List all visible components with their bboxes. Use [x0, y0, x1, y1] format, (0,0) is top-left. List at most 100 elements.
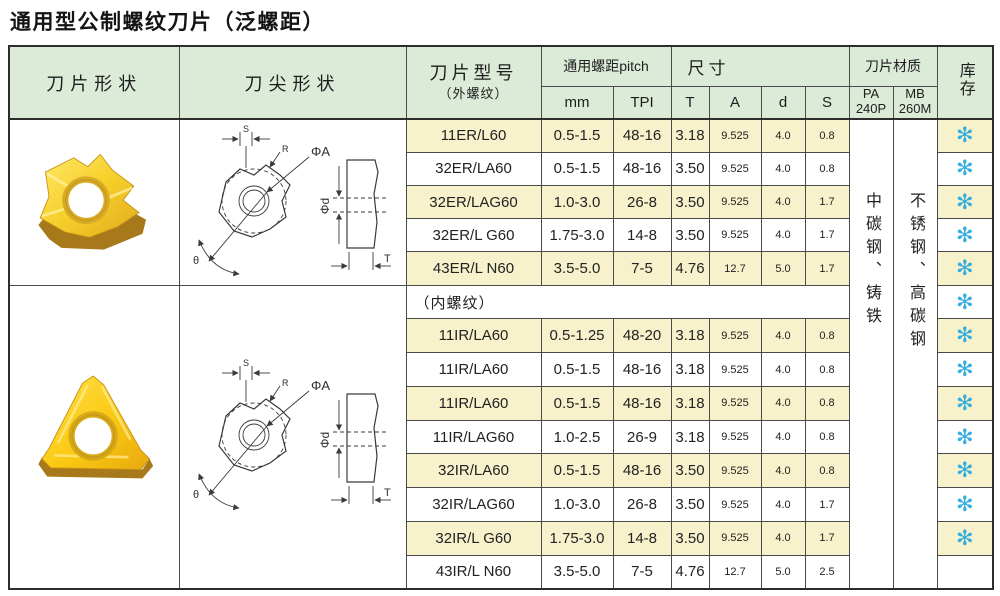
pitch-mm-cell: 3.5-5.0: [540, 554, 614, 590]
table-row: 32IR/LA60 0.5-1.5 48-16 3.50 9.525 4.0 0…: [9, 453, 994, 489]
tip-drawing-external: S R ΦA θ Φd: [180, 120, 405, 284]
dim-s-cell: 0.8: [804, 118, 850, 153]
dim-t-cell: 4.76: [670, 554, 710, 590]
pitch-mm-cell: 0.5-1.5: [540, 385, 614, 421]
dim-label-phi-a: ΦA: [311, 144, 330, 159]
model-cell: 11IR/LAG60: [405, 419, 542, 455]
insert-photo-external-cell: [8, 118, 180, 286]
dim-t-cell: 3.50: [670, 151, 710, 186]
dim-s-cell: 0.8: [804, 385, 850, 421]
pitch-tpi-cell: 48-16: [612, 352, 672, 387]
dim-label-r: R: [282, 144, 289, 154]
dim-s-cell: 1.7: [804, 487, 850, 522]
dim-s-cell: 0.8: [804, 419, 850, 455]
dim-label-s: S: [243, 358, 249, 368]
dim-label-r: R: [282, 378, 289, 388]
dim-t-cell: 3.50: [670, 487, 710, 522]
insert-photo-internal-cell: [8, 284, 180, 590]
dim-d-cell: 5.0: [760, 251, 806, 286]
stock-indicator: ✻: [936, 453, 994, 489]
pitch-mm-cell: 0.5-1.5: [540, 151, 614, 186]
pitch-tpi-cell: 7-5: [612, 554, 672, 590]
model-cell: 43IR/L N60: [405, 554, 542, 590]
header-dim-d: d: [760, 85, 806, 120]
internal-tip-drawing: S R ΦA θ Φd: [193, 358, 391, 510]
stock-indicator: ✻: [936, 118, 994, 153]
dim-label-phi-d: Φd: [318, 432, 332, 448]
model-cell: 32IR/L G60: [405, 520, 542, 556]
header-material-pa: PA 240P: [848, 85, 894, 120]
dim-t-cell: 3.18: [670, 385, 710, 421]
insert-photo-internal: [10, 286, 178, 586]
dim-a-cell: 9.525: [708, 318, 762, 354]
stock-indicator: ✻: [936, 520, 994, 556]
model-cell: 11ER/L60: [405, 118, 542, 153]
pitch-tpi-cell: 7-5: [612, 251, 672, 286]
stock-indicator: [936, 554, 994, 590]
model-cell: 11IR/LA60: [405, 352, 542, 387]
pitch-tpi-cell: 48-16: [612, 385, 672, 421]
dim-t-cell: 3.50: [670, 218, 710, 253]
internal-section-label: （内螺纹）: [405, 284, 850, 320]
dim-d-cell: 4.0: [760, 385, 806, 421]
stock-indicator: ✻: [936, 318, 994, 354]
dim-d-cell: 4.0: [760, 352, 806, 387]
dim-a-cell: 9.525: [708, 184, 762, 220]
tip-drawing-internal: S R ΦA θ Φd: [180, 286, 405, 586]
internal-insert-image: [38, 375, 154, 479]
header-insert-shape: 刀片形状: [8, 45, 180, 120]
model-cell: 43ER/L N60: [405, 251, 542, 286]
dim-a-cell: 12.7: [708, 251, 762, 286]
material-mb-text: 不锈钢、高碳钢: [907, 192, 925, 353]
dim-d-cell: 4.0: [760, 118, 806, 153]
pitch-tpi-cell: 48-16: [612, 453, 672, 489]
dim-label-t: T: [384, 253, 391, 265]
pitch-tpi-cell: 14-8: [612, 218, 672, 253]
table-row: 11IR/LA60 0.5-1.5 48-16 3.18 9.525 4.0 0…: [9, 385, 994, 421]
header-model: 刀片型号 （外螺纹）: [405, 45, 542, 120]
tip-drawing-external-cell: S R ΦA θ Φd: [178, 118, 407, 286]
dim-a-cell: 9.525: [708, 352, 762, 387]
stock-indicator: ✻: [936, 218, 994, 253]
pitch-tpi-cell: 48-20: [612, 318, 672, 354]
header-mm: mm: [540, 85, 614, 120]
pitch-mm-cell: 1.75-3.0: [540, 218, 614, 253]
stock-indicator: ✻: [936, 184, 994, 220]
pitch-mm-cell: 0.5-1.5: [540, 352, 614, 387]
material-pa-cell: 中碳钢、铸铁: [848, 118, 894, 590]
dim-s-cell: 1.7: [804, 520, 850, 556]
stock-indicator: ✻: [936, 487, 994, 522]
material-mb-cell: 不锈钢、高碳钢: [892, 118, 938, 590]
pitch-mm-cell: 0.5-1.5: [540, 118, 614, 153]
table-row: 32ER/LA60 0.5-1.5 48-16 3.50 9.525 4.0 0…: [9, 151, 994, 186]
stock-indicator: ✻: [936, 419, 994, 455]
dim-s-cell: 1.7: [804, 218, 850, 253]
dim-d-cell: 4.0: [760, 453, 806, 489]
pitch-tpi-cell: 26-8: [612, 487, 672, 522]
dim-s-cell: 1.7: [804, 184, 850, 220]
table-row: S R ΦA θ Φd: [8, 118, 994, 590]
dim-d-cell: 4.0: [760, 419, 806, 455]
dim-s-cell: 2.5: [804, 554, 850, 590]
pitch-mm-cell: 1.0-2.5: [540, 419, 614, 455]
pitch-mm-cell: 0.5-1.25: [540, 318, 614, 354]
external-insert-image: [38, 154, 147, 250]
dim-label-s: S: [243, 124, 249, 134]
material-pa-text: 中碳钢、铸铁: [863, 192, 881, 330]
dim-s-cell: 0.8: [804, 453, 850, 489]
dim-label-theta: θ: [193, 489, 199, 501]
pitch-mm-cell: 1.75-3.0: [540, 520, 614, 556]
table-body: S R ΦA θ Φd: [8, 118, 994, 590]
header-model-title: 刀片型号: [429, 62, 518, 83]
external-tip-drawing: S R ΦA θ Φd: [193, 124, 391, 277]
model-cell: 32IR/LA60: [405, 453, 542, 489]
table-row: 32ER/L G60 1.75-3.0 14-8 3.50 9.525 4.0 …: [9, 218, 994, 253]
dim-a-cell: 9.525: [708, 520, 762, 556]
table-row: 43IR/L N60 3.5-5.0 7-5 4.76 12.7 5.0 2.5: [9, 554, 994, 590]
dim-d-cell: 4.0: [760, 520, 806, 556]
table-row-internal-section: S R ΦA θ Φd: [8, 284, 994, 590]
pitch-mm-cell: 1.0-3.0: [540, 184, 614, 220]
pitch-tpi-cell: 48-16: [612, 151, 672, 186]
dim-label-t: T: [384, 487, 391, 499]
pitch-tpi-cell: 26-8: [612, 184, 672, 220]
